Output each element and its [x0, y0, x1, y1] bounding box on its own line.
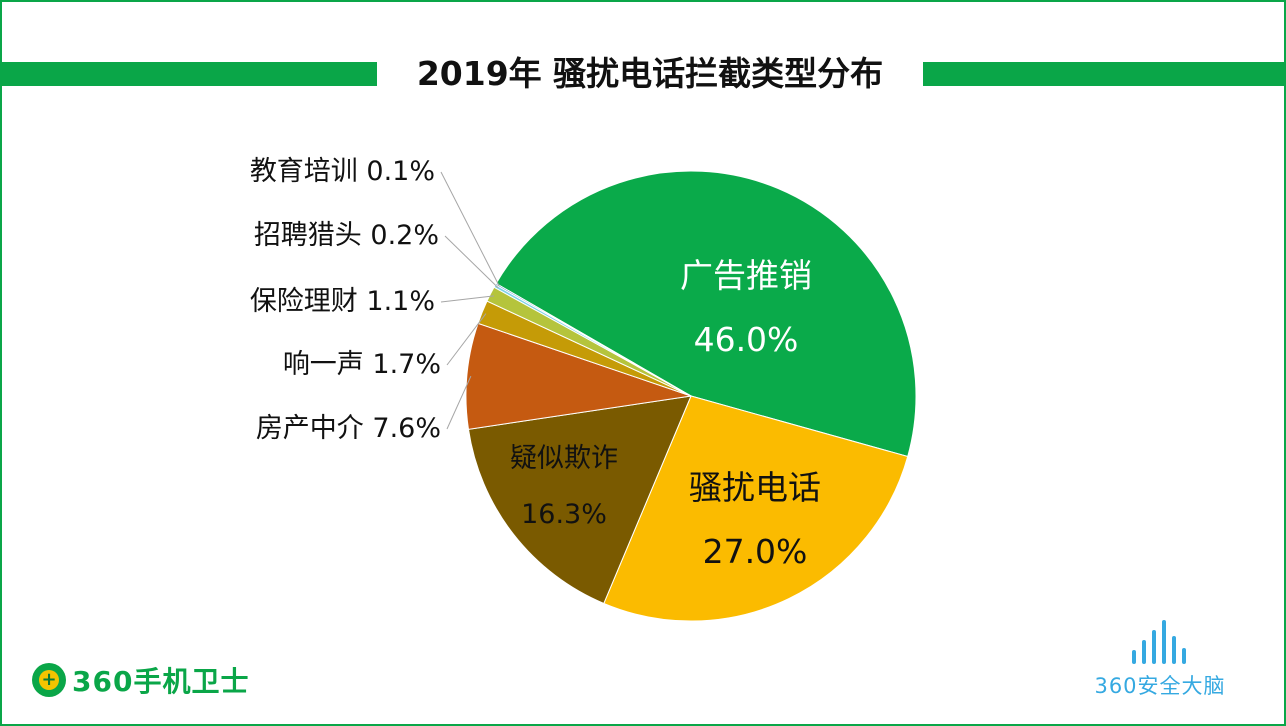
slice-label-0: 广告推销: [680, 256, 812, 295]
slice-label-1: 骚扰电话: [689, 468, 821, 507]
chart-title: 2019年 骚扰电话拦截类型分布: [416, 54, 884, 93]
logo-360-security-brain: 360安全大脑: [1080, 620, 1240, 700]
slice-value-1: 27.0%: [703, 532, 808, 571]
right-brand-text: 360安全大脑: [1094, 674, 1226, 698]
leader-line-5: [440, 295, 495, 303]
title-bar-right: [923, 62, 1284, 86]
leader-line-7: [440, 171, 500, 287]
slice-label-4: 响一声 1.7%: [283, 349, 441, 380]
slice-label-6: 招聘猎头 0.2%: [254, 220, 439, 251]
logo-360-mobile-guard: + 360手机卫士: [32, 660, 249, 700]
slice-label-5: 保险理财 1.1%: [250, 286, 435, 317]
slice-label-2: 疑似欺诈: [510, 443, 618, 474]
left-brand-text: 360手机卫士: [72, 665, 250, 698]
slice-value-0: 46.0%: [694, 320, 799, 359]
slice-label-7: 教育培训 0.1%: [250, 156, 435, 187]
plus-badge-icon: +: [32, 663, 66, 697]
leader-line-4: [446, 313, 487, 366]
slice-label-3: 房产中介 7.6%: [256, 413, 441, 444]
title-bar-left: [2, 62, 377, 86]
slice-value-2: 16.3%: [521, 499, 607, 530]
leader-line-6: [444, 235, 499, 289]
pie-slice-0: [495, 170, 917, 458]
audio-bars-icon: [1130, 620, 1190, 664]
leader-line-3: [446, 375, 472, 430]
pie-slice-2: [467, 395, 692, 605]
pie-slice-1: [603, 395, 909, 622]
